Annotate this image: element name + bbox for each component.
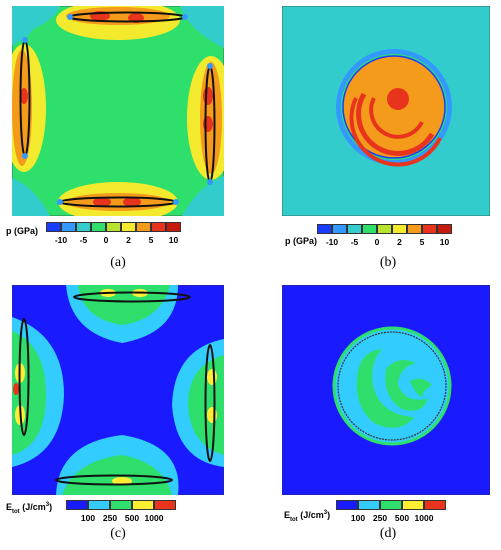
legend-c: Etot (J/cm3) 100 250 500 1000 <box>6 500 226 526</box>
panel-d-svg <box>282 285 490 495</box>
legend-b: p (GPa) -10 -5 0 2 5 10 <box>285 222 485 248</box>
legend-b-swatch <box>377 224 392 234</box>
legend-d: Etot (J/cm3) 100 250 500 1000 <box>284 500 494 526</box>
legend-b-tick-label: 10 <box>439 237 450 247</box>
caption-c: (c) <box>110 526 126 541</box>
legend-c-title: Etot (J/cm3) <box>6 502 53 515</box>
legend-d-swatch <box>402 500 424 510</box>
legend-a-title: p (GPa) <box>6 226 39 236</box>
legend-a-tick-label: -10 <box>54 235 68 245</box>
legend-d-tick-label: 250 <box>372 513 388 523</box>
legend-c-swatches <box>66 500 176 510</box>
legend-c-swatch <box>132 500 154 510</box>
caption-d: (d) <box>379 526 397 541</box>
legend-c-swatch <box>66 500 88 510</box>
legend-b-swatch <box>362 224 377 234</box>
legend-c-tick-label: 100 <box>80 513 96 523</box>
legend-a-tick-label: 5 <box>148 235 154 245</box>
legend-b-swatch <box>317 224 332 234</box>
legend-b-swatch <box>332 224 347 234</box>
panel-a-contour-plot <box>12 6 224 216</box>
legend-b-swatch <box>407 224 422 234</box>
panel-a-svg <box>12 6 224 216</box>
legend-a: p (GPa) -10 -5 0 2 5 10 <box>6 222 206 248</box>
legend-c-swatch <box>154 500 176 510</box>
legend-b-tick-label: 5 <box>419 237 425 247</box>
legend-c-swatch <box>110 500 132 510</box>
legend-c-tick-label: 250 <box>102 513 118 523</box>
legend-d-swatch <box>380 500 402 510</box>
legend-a-swatch <box>91 222 106 232</box>
legend-c-swatch <box>88 500 110 510</box>
legend-a-tick-label: 2 <box>126 235 131 245</box>
legend-a-swatch <box>46 222 61 232</box>
legend-b-tick-label: 0 <box>374 237 380 247</box>
legend-b-tick-label: 2 <box>397 237 402 247</box>
legend-a-tick-label: -5 <box>79 235 88 245</box>
legend-c-tick-label: 1000 <box>144 513 164 523</box>
legend-b-tick-label: -5 <box>350 237 359 247</box>
panel-c-svg <box>12 285 224 495</box>
legend-d-swatches <box>336 500 446 510</box>
panel-b-contour-plot <box>282 6 490 216</box>
legend-a-swatch <box>136 222 151 232</box>
legend-c-tick-label: 500 <box>124 513 140 523</box>
legend-b-title: p (GPa) <box>285 236 318 246</box>
legend-d-title: Etot (J/cm3) <box>284 510 331 523</box>
legend-a-swatch <box>166 222 181 232</box>
panel-d-contour-plot <box>282 285 490 495</box>
legend-d-tick-label: 1000 <box>414 513 434 523</box>
caption-a: (a) <box>110 255 126 270</box>
legend-a-swatches <box>46 222 181 232</box>
legend-b-swatch <box>437 224 452 234</box>
legend-a-tick-label: 10 <box>168 235 179 245</box>
caption-b: (b) <box>379 255 397 270</box>
legend-d-swatch <box>336 500 358 510</box>
legend-a-tick-label: 0 <box>103 235 109 245</box>
legend-a-swatch <box>121 222 136 232</box>
legend-b-swatch <box>347 224 362 234</box>
panel-c-contour-plot <box>12 285 224 495</box>
legend-a-swatch <box>106 222 121 232</box>
legend-a-swatch <box>61 222 76 232</box>
legend-a-swatch <box>151 222 166 232</box>
legend-d-tick-label: 500 <box>394 513 410 523</box>
legend-b-tick-label: -10 <box>325 237 339 247</box>
legend-b-swatch <box>392 224 407 234</box>
legend-b-swatches <box>317 224 452 234</box>
legend-d-tick-label: 100 <box>350 513 366 523</box>
panel-b-svg <box>282 6 490 216</box>
legend-d-swatch <box>358 500 380 510</box>
legend-a-swatch <box>76 222 91 232</box>
legend-b-swatch <box>422 224 437 234</box>
legend-d-swatch <box>424 500 446 510</box>
